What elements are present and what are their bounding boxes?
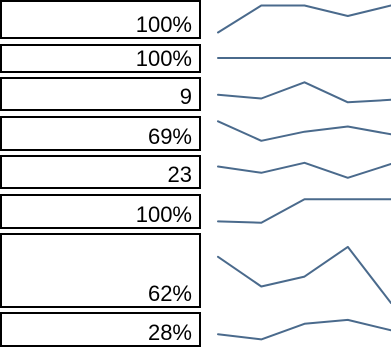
value-cell-border bbox=[0, 155, 201, 189]
value-cell[interactable]: 9 bbox=[180, 84, 192, 109]
sparkline bbox=[217, 318, 391, 341]
table-row: 100% bbox=[0, 194, 391, 229]
value-cell-border bbox=[0, 233, 201, 308]
value-cell[interactable]: 100% bbox=[136, 202, 192, 227]
sparkline bbox=[217, 4, 391, 34]
sparkline bbox=[217, 161, 391, 179]
table-row: 69% bbox=[0, 116, 391, 151]
value-cell[interactable]: 100% bbox=[136, 46, 192, 71]
value-cell-border bbox=[0, 116, 201, 151]
value-cell-border bbox=[0, 44, 201, 73]
value-cell-border bbox=[0, 194, 201, 229]
table-row: 9 bbox=[0, 77, 391, 111]
value-cell-border bbox=[0, 77, 201, 111]
value-cell[interactable]: 28% bbox=[148, 320, 192, 345]
table-row: 23 bbox=[0, 155, 391, 189]
table-row: 28% bbox=[0, 312, 391, 347]
table-row: 100% bbox=[0, 44, 391, 73]
value-cell-border bbox=[0, 312, 201, 347]
table-row: 100% bbox=[0, 0, 391, 39]
value-cell-border bbox=[0, 0, 201, 39]
sparkline bbox=[217, 245, 391, 304]
value-cell[interactable]: 100% bbox=[136, 12, 192, 37]
sparkline bbox=[217, 198, 391, 224]
value-cell[interactable]: 62% bbox=[148, 281, 192, 306]
value-cell[interactable]: 23 bbox=[168, 162, 192, 187]
sparkline bbox=[217, 81, 391, 104]
sparkline bbox=[217, 120, 391, 142]
table-row: 62% bbox=[0, 233, 391, 308]
value-cell[interactable]: 69% bbox=[148, 124, 192, 149]
